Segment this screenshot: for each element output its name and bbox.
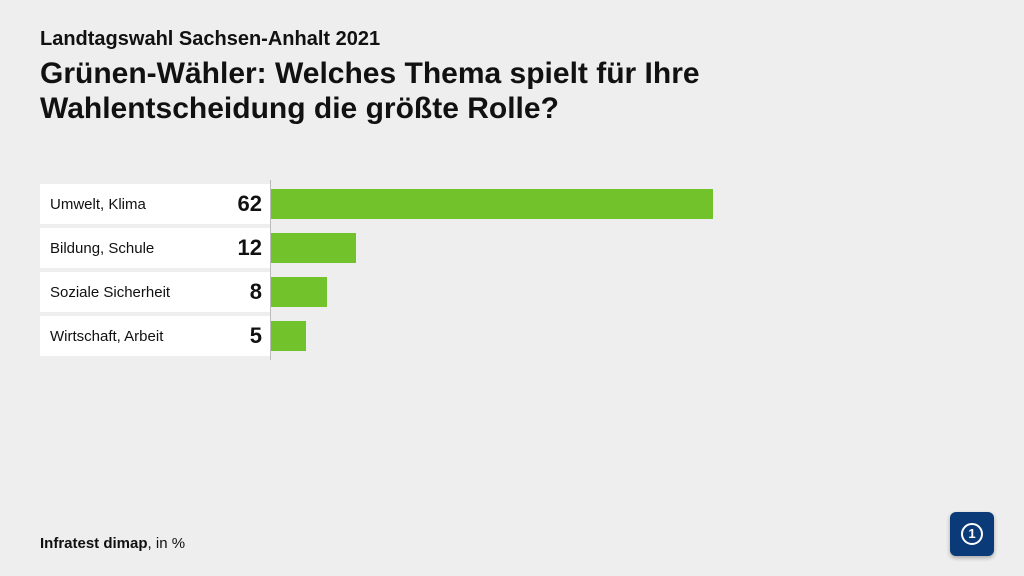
row-label: Bildung, Schule bbox=[40, 228, 210, 268]
bar-chart: Umwelt, Klima 62 Bildung, Schule 12 Sozi… bbox=[40, 184, 984, 356]
page-title: Grünen-Wähler: Welches Thema spielt für … bbox=[40, 57, 920, 126]
broadcaster-logo bbox=[950, 512, 994, 556]
row-value: 62 bbox=[210, 184, 270, 224]
bar-area bbox=[270, 316, 984, 356]
bar bbox=[270, 321, 306, 351]
axis-line bbox=[270, 312, 271, 360]
chart-row: Wirtschaft, Arbeit 5 bbox=[40, 316, 984, 356]
axis-line bbox=[270, 268, 271, 316]
page-subtitle: Landtagswahl Sachsen-Anhalt 2021 bbox=[40, 28, 984, 51]
unit-label: , in % bbox=[148, 535, 186, 552]
axis-line bbox=[270, 224, 271, 272]
source-label: Infratest dimap bbox=[40, 535, 148, 552]
axis-line bbox=[270, 180, 271, 228]
row-label: Soziale Sicherheit bbox=[40, 272, 210, 312]
bar-area bbox=[270, 272, 984, 312]
bar-area bbox=[270, 228, 984, 268]
row-value: 12 bbox=[210, 228, 270, 268]
row-label: Umwelt, Klima bbox=[40, 184, 210, 224]
bar bbox=[270, 277, 327, 307]
chart-row: Umwelt, Klima 62 bbox=[40, 184, 984, 224]
bar-area bbox=[270, 184, 984, 224]
chart-row: Bildung, Schule 12 bbox=[40, 228, 984, 268]
chart-row: Soziale Sicherheit 8 bbox=[40, 272, 984, 312]
logo-glyph bbox=[961, 523, 983, 545]
bar bbox=[270, 233, 356, 263]
row-value: 8 bbox=[210, 272, 270, 312]
footer: Infratest dimap, in % bbox=[40, 535, 185, 552]
bar bbox=[270, 189, 713, 219]
row-label: Wirtschaft, Arbeit bbox=[40, 316, 210, 356]
row-value: 5 bbox=[210, 316, 270, 356]
